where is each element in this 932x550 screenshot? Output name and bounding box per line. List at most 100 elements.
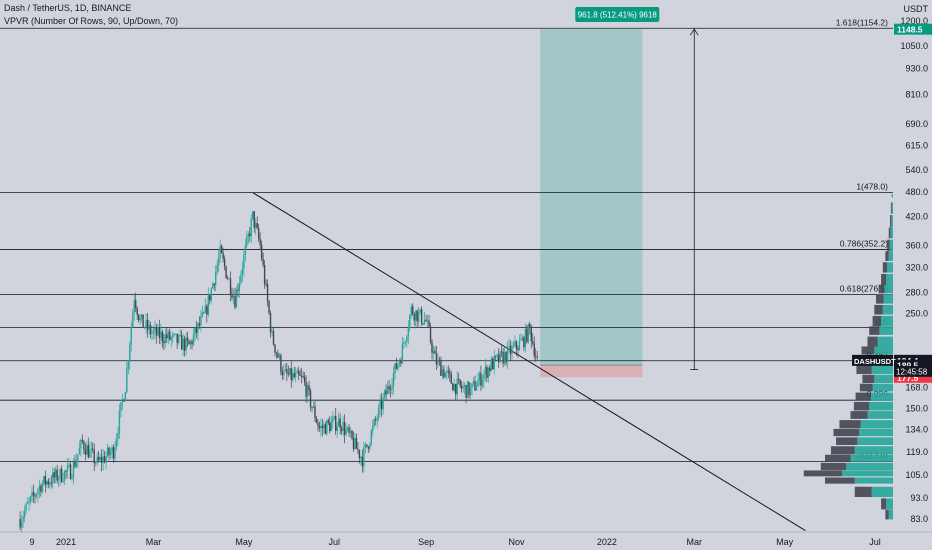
candle [394,363,396,380]
vp-up-18 [874,346,893,355]
candle-body [511,346,513,355]
candle [342,416,344,437]
stop-zone[interactable] [540,365,643,378]
symbol-title[interactable]: Dash / TetherUS, 1D, BINANCE [4,3,132,13]
candle-body [410,306,412,316]
indicator-title[interactable]: VPVR (Number Of Rows, 90, Up/Down, 70) [4,16,179,26]
candle [26,497,29,505]
measure-arrow[interactable] [689,28,699,370]
candle [118,403,121,439]
candle [29,495,32,506]
vp-down-3 [825,477,855,484]
trendline-segment[interactable] [252,192,806,532]
candle-body [404,341,407,344]
candle-body [533,343,535,356]
trendline[interactable] [252,192,806,532]
candle [235,286,238,308]
candle-body [43,476,45,484]
candle-body [52,472,54,484]
candle [363,442,365,473]
y-tick-label-17: 690.0 [905,119,928,129]
y-tick-label-13: 420.0 [905,212,928,222]
vp-up-15 [874,374,893,384]
candle [229,271,232,302]
price-tag-2: 189.5 [897,361,919,371]
candle-body [335,416,337,431]
candle-body [468,381,470,396]
candle-body [503,351,506,364]
x-tick-label-10: Jul [869,537,881,547]
candle-body [41,483,44,492]
candle-body [308,385,310,391]
candle [357,442,359,454]
price-axis[interactable]: USDT 83.0 93.0 105.0 119.0 134.0 150.0 168.0 250… [900,4,928,524]
candle [462,381,464,393]
candle-body [108,447,110,455]
candle-body [361,456,364,467]
vp-down-28 [887,239,890,252]
candle-body [428,320,430,327]
candle [228,277,230,280]
vp-up-19 [877,336,893,347]
candle-body [483,373,485,381]
candle-body [192,334,195,345]
candle [241,261,244,283]
candle-body [191,341,193,345]
candle [176,333,178,349]
candle-body [252,211,254,219]
candle [135,292,137,313]
candle-body [440,361,442,376]
vp-up-2 [871,486,893,498]
candle-body [312,406,315,408]
price-tag-bg-3 [894,371,932,383]
candle-body [146,320,149,330]
candle-body [446,371,448,374]
time-axis[interactable]: 9 2021 Mar May Jul Sep Nov 2022 Mar May Jul [29,537,880,547]
candle [143,326,146,330]
candle-body [259,238,261,245]
candle-body [490,358,492,371]
candle-body [183,338,186,351]
candle [274,344,276,357]
y-tick-label-18: 810.0 [905,89,928,99]
candle [271,325,273,336]
candle [277,349,279,359]
candle-body [509,345,512,355]
candle [293,366,295,379]
candle [50,475,52,488]
candle-body [412,306,414,315]
position-zones: 961.8 (512.41%) 9618 [540,7,660,378]
candle [231,287,233,301]
x-tick-label-7: 2022 [597,537,617,547]
candle-body [28,501,30,504]
measure-arrow-head [689,28,699,36]
candle-body [299,374,301,376]
candle [469,382,472,399]
candle [204,298,207,314]
candle [203,311,205,314]
candle [99,453,101,462]
candle [137,314,140,323]
candle [123,398,125,403]
candle [474,375,476,392]
candle-body [340,428,343,432]
candle [453,378,455,393]
candle-body [53,472,55,478]
y-tick-label-4: 134.0 [905,425,928,435]
candle [373,417,375,429]
candle [352,431,355,452]
candle [417,306,420,327]
candle [240,270,242,286]
candle [389,384,392,398]
candle [25,501,27,515]
candle [75,453,78,468]
candle-body [484,366,487,374]
candle [186,331,189,348]
candle-body [339,418,341,429]
target-zone[interactable] [540,29,643,366]
candle [225,265,227,279]
candle [383,389,386,402]
candle-body [348,427,350,433]
